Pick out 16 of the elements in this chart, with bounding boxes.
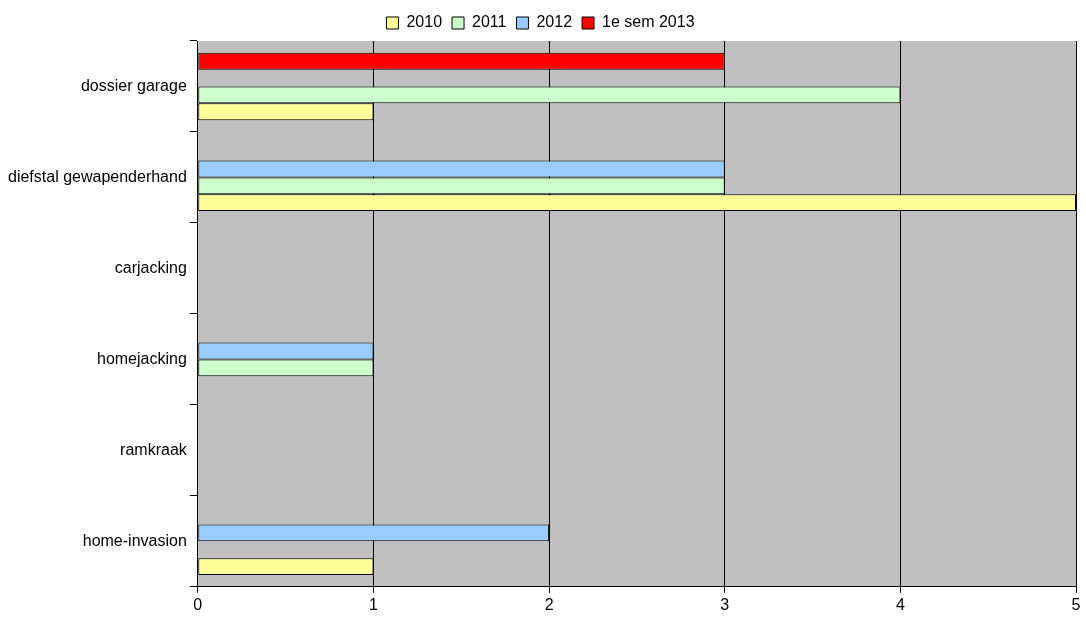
y-tick-label: carjacking [114, 258, 187, 276]
x-tick-label: 0 [193, 595, 203, 613]
x-tick-label: 3 [720, 595, 730, 613]
legend-label: 2012 [536, 13, 573, 31]
y-tick-label: diefstal gewapenderhand [7, 167, 187, 185]
legend-label: 1e sem 2013 [602, 13, 695, 31]
y-tick-label: ramkraak [120, 440, 188, 458]
x-tick-label: 4 [895, 595, 905, 613]
x-tick-label: 2 [544, 595, 554, 613]
x-tick-label: 1 [368, 595, 378, 613]
legend-label: 2011 [472, 13, 507, 31]
legend-label: 2010 [406, 13, 443, 31]
y-tick-label: homejacking [96, 349, 187, 367]
y-tick-label: home-invasion [82, 531, 187, 549]
y-tick-label: dossier garage [80, 76, 187, 94]
x-tick-label: 5 [1071, 595, 1081, 613]
